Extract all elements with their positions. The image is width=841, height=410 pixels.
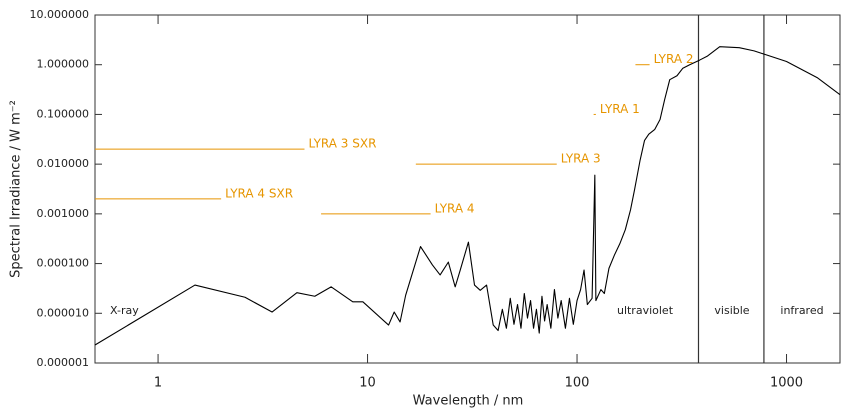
x-axis-title: Wavelength / nm (413, 394, 524, 409)
y-tick-label: 10.000000 (30, 8, 90, 21)
region-label: ultraviolet (617, 304, 674, 317)
plot-frame (94, 14, 841, 364)
band-label: LYRA 4 SXR (225, 186, 293, 200)
band-label: LYRA 3 (561, 152, 601, 166)
x-tick-label: 10 (359, 376, 376, 391)
y-tick-label: 0.000010 (37, 306, 90, 319)
y-axis-title: Spectral Irradiance / W m⁻² (9, 100, 24, 278)
y-tick-label: 0.001000 (37, 207, 90, 220)
y-tick-label: 0.100000 (37, 107, 90, 120)
y-tick-label: 0.000001 (37, 356, 90, 369)
band-label: LYRA 2 (654, 52, 694, 66)
band-label: LYRA 3 SXR (308, 137, 376, 151)
band-label: LYRA 1 (600, 102, 640, 116)
region-label: visible (714, 304, 749, 317)
x-tick-label: 100 (565, 376, 590, 391)
y-tick-label: 0.010000 (37, 157, 90, 170)
region-label: X-ray (110, 304, 139, 317)
band-label: LYRA 4 (435, 201, 475, 215)
y-tick-label: 1.000000 (37, 58, 90, 71)
spectrum-line (94, 46, 841, 346)
region-label: infrared (780, 304, 823, 317)
x-tick-label: 1 (154, 376, 162, 391)
y-tick-label: 0.000100 (37, 257, 90, 270)
x-tick-label: 1000 (770, 376, 803, 391)
